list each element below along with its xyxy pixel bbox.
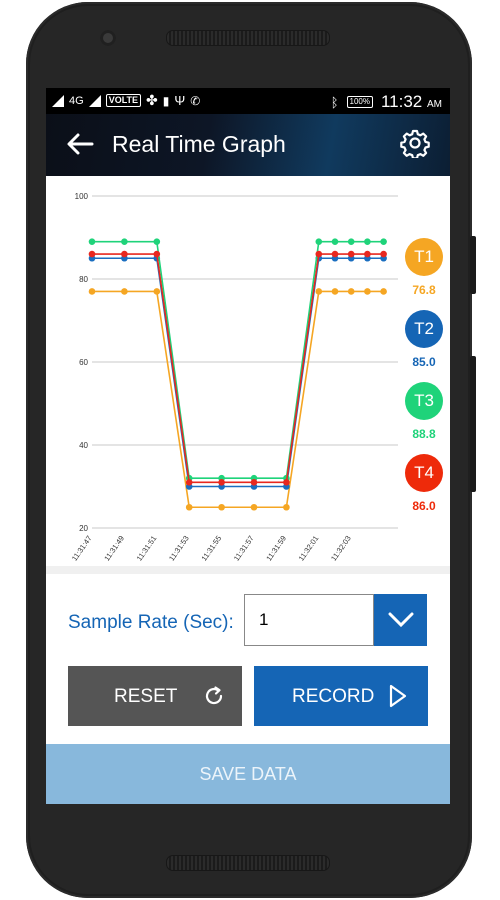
bluetooth-icon: ᛒ — [330, 94, 339, 110]
legend-value-t1: 76.8 — [412, 283, 436, 297]
save-data-button[interactable]: SAVE DATA — [46, 744, 450, 804]
data-point-t4 — [153, 250, 161, 258]
chevron-down-icon — [388, 612, 414, 628]
data-point-t1 — [380, 288, 387, 295]
data-point-t1 — [315, 288, 323, 295]
sd-card-icon: ▮ — [162, 93, 170, 108]
signal-icon — [52, 94, 64, 107]
y-tick-label: 20 — [79, 524, 88, 533]
notification-icon: ✆ — [190, 93, 201, 108]
data-point-t3 — [347, 238, 355, 245]
data-point-t4 — [347, 250, 355, 258]
chart-svg: 20 40 60 80 100 11:31:47 11:31:49 11:31:51 11:31… — [70, 192, 398, 563]
refresh-icon — [205, 686, 223, 705]
data-point-t3 — [121, 238, 128, 245]
clock: 11:32 AM — [380, 92, 442, 111]
data-point-t1 — [331, 288, 339, 295]
play-icon — [389, 684, 407, 708]
data-point-t1 — [283, 503, 290, 511]
data-point-t4 — [380, 250, 387, 258]
earpiece-speaker — [166, 30, 330, 46]
battery-indicator: 100% — [346, 96, 373, 108]
data-point-t4 — [364, 250, 371, 258]
screen: 4G VOLTE ✤ ▮ Ψ ✆ ᛒ 100% 11:32 AM Real Ti… — [46, 88, 450, 804]
network-type: 4G — [69, 94, 84, 107]
fan-icon: ✤ — [146, 92, 158, 108]
y-tick-label: 60 — [79, 358, 88, 367]
series-line-t1 — [92, 290, 384, 509]
data-point-t4 — [283, 479, 290, 486]
volume-button — [470, 236, 476, 294]
x-tick-label: 11:32:01 — [297, 534, 321, 563]
legend-badge-t4[interactable]: T4 — [405, 454, 443, 492]
record-button-label: RECORD — [292, 686, 375, 707]
legend-value-t4: 86.0 — [412, 499, 436, 513]
data-point-t1 — [185, 503, 193, 511]
sample-rate-label: Sample Rate (Sec): — [68, 612, 234, 633]
x-tick-label: 11:31:49 — [102, 534, 126, 563]
y-tick-label: 40 — [79, 441, 88, 450]
real-time-chart: 20 40 60 80 100 11:31:47 11:31:49 11:31:51 11:31… — [46, 176, 450, 574]
page-title: Real Time Graph — [112, 131, 286, 157]
x-tick-label: 11:31:53 — [167, 534, 191, 563]
data-point-t3 — [88, 238, 96, 245]
usb-icon: Ψ — [174, 93, 186, 108]
series-line-t3 — [92, 240, 384, 480]
x-tick-label: 11:32:03 — [329, 534, 353, 563]
data-point-t3 — [315, 238, 323, 245]
data-point-t4 — [218, 479, 225, 486]
x-tick-label: 11:31:55 — [199, 534, 223, 563]
app-bar: Real Time Graph — [46, 114, 450, 176]
gear-icon[interactable] — [400, 128, 430, 160]
data-point-t4 — [185, 479, 193, 486]
bottom-speaker — [166, 855, 330, 871]
series-line-t2 — [92, 257, 384, 488]
front-camera — [100, 30, 116, 46]
y-tick-label: 80 — [79, 275, 88, 284]
data-point-t3 — [364, 238, 371, 245]
legend-badge-t1[interactable]: T1 — [405, 238, 443, 276]
sample-rate-dropdown-button[interactable] — [374, 594, 427, 646]
x-tick-label: 11:31:47 — [70, 534, 94, 563]
data-point-t3 — [380, 238, 387, 245]
data-point-t1 — [88, 288, 96, 295]
data-point-t4 — [315, 250, 323, 258]
arrow-left-icon[interactable] — [64, 128, 96, 166]
x-tick-label: 11:31:59 — [264, 534, 288, 563]
status-bar: 4G VOLTE ✤ ▮ Ψ ✆ ᛒ 100% 11:32 AM — [46, 88, 450, 114]
data-point-t1 — [364, 288, 371, 295]
data-point-t3 — [153, 238, 161, 245]
reset-button[interactable]: RESET — [68, 666, 242, 726]
record-button[interactable]: RECORD — [254, 666, 428, 726]
y-tick-label: 100 — [75, 192, 89, 201]
data-point-t3 — [331, 238, 339, 245]
reset-button-label: RESET — [114, 686, 178, 707]
data-point-t1 — [121, 288, 128, 295]
data-point-t1 — [218, 503, 225, 511]
legend-value-t2: 85.0 — [412, 355, 436, 369]
legend-badge-t3[interactable]: T3 — [405, 382, 443, 420]
data-point-t1 — [347, 288, 355, 295]
data-point-t4 — [250, 479, 258, 486]
data-point-t4 — [88, 250, 96, 258]
signal-icon-2 — [88, 94, 101, 107]
legend-value-t3: 88.8 — [412, 427, 436, 441]
data-point-t1 — [153, 288, 161, 295]
volte-badge: VOLTE — [105, 94, 142, 107]
power-button — [470, 356, 476, 492]
data-point-t4 — [331, 250, 339, 258]
series-line-t4 — [92, 253, 384, 484]
x-tick-label: 11:31:51 — [135, 534, 159, 563]
data-point-t1 — [250, 503, 258, 511]
sample-rate-select[interactable]: 1 — [244, 594, 374, 646]
data-point-t4 — [121, 250, 128, 258]
legend-badge-t2[interactable]: T2 — [405, 310, 443, 348]
x-tick-label: 11:31:57 — [232, 534, 256, 563]
